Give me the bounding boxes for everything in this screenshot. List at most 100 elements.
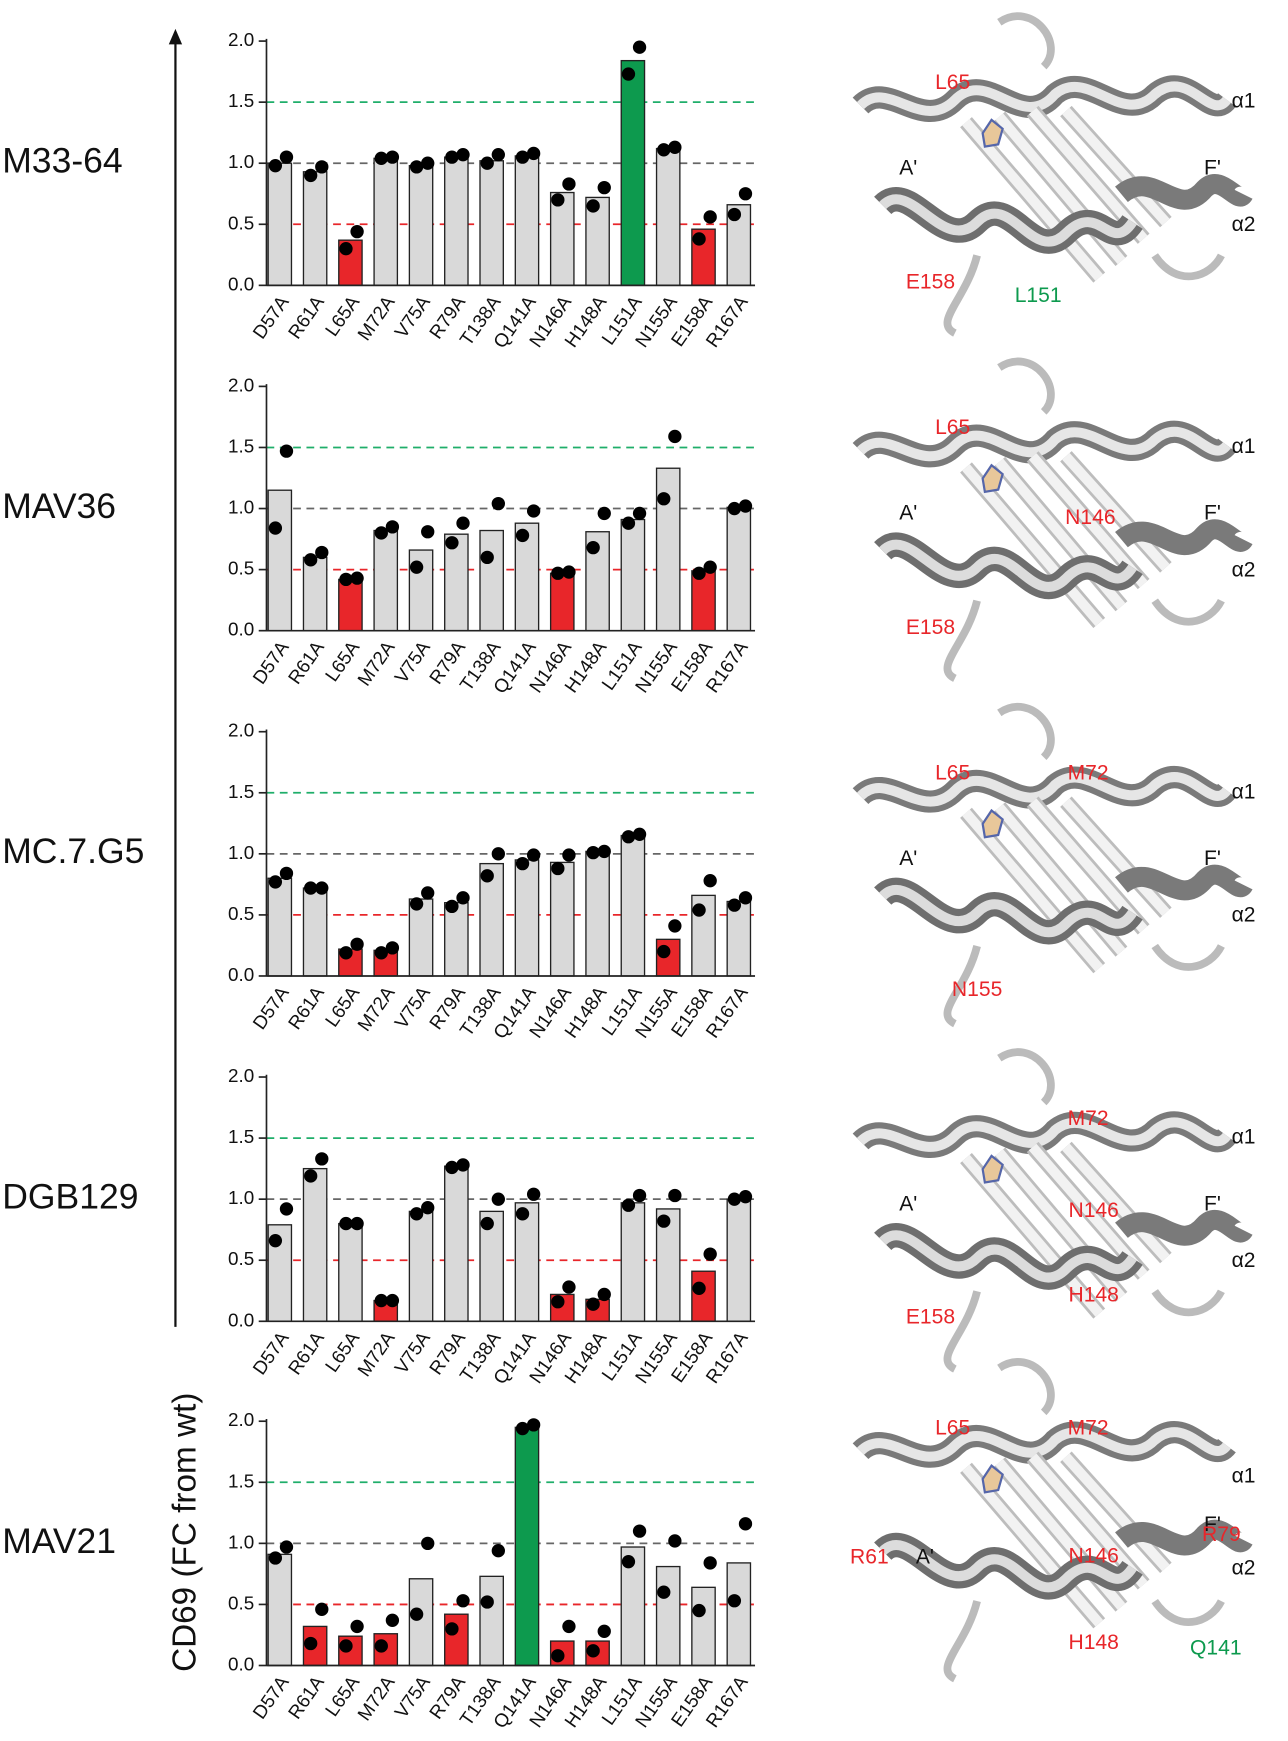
y-tick-label: 2.0 [228, 720, 254, 741]
replicate-dot [268, 1551, 283, 1565]
replicate-dot [491, 496, 505, 511]
bar [514, 1202, 540, 1322]
replicate-dot [586, 1297, 600, 1311]
replicate-dot [738, 499, 753, 513]
bar [444, 1613, 469, 1667]
replicate-dot [632, 827, 647, 841]
replicate-dot [385, 150, 400, 164]
replicate-dot [692, 566, 706, 580]
replicate-dot [421, 1201, 435, 1215]
bar [338, 1222, 363, 1322]
y-tick-label: 1.5 [228, 90, 254, 111]
replicate-dot [703, 1247, 717, 1261]
structure-label: M72 [1068, 761, 1109, 784]
replicate-dot [586, 199, 600, 213]
replicate-dot [703, 1556, 717, 1570]
x-tick-label: D57A [248, 982, 293, 1033]
y-tick-label: 1.0 [228, 1531, 254, 1552]
y-tick-label: 0.0 [228, 273, 254, 294]
replicate-dot [727, 898, 742, 912]
replicate-dot [480, 1595, 494, 1609]
structure-label: α1 [1232, 780, 1256, 803]
replicate-dot [315, 1602, 329, 1616]
bar [479, 160, 504, 287]
y-tick-label: 1.0 [228, 842, 254, 863]
structure-label: α2 [1232, 558, 1256, 581]
arrow-head [168, 28, 183, 45]
bar [444, 533, 469, 632]
replicate-dot [562, 565, 576, 579]
replicate-dot [657, 1585, 671, 1599]
replicate-dot [526, 1418, 541, 1432]
replicate-dot [304, 1169, 318, 1183]
replicate-dot [703, 874, 717, 888]
bar [373, 157, 399, 287]
bar [302, 171, 328, 287]
replicate-dot [597, 506, 611, 521]
bar [655, 1565, 681, 1667]
x-tick-label: V75A [390, 291, 434, 341]
structure-label: α1 [1232, 435, 1256, 458]
bar [620, 834, 646, 977]
replicate-dot [657, 944, 671, 959]
replicate-dot [339, 1216, 353, 1231]
structure-label: H148 [1068, 1283, 1118, 1306]
replicate-dot [350, 937, 364, 951]
structure-label: H148 [1068, 1631, 1118, 1654]
structure-label: α2 [1232, 213, 1256, 236]
panel-title: M33-64 [2, 141, 122, 181]
replicate-dot [374, 1293, 388, 1308]
replicate-dot [703, 210, 717, 224]
replicate-dot [515, 150, 530, 164]
y-tick-label: 0.0 [228, 1653, 254, 1674]
replicate-dot [657, 492, 671, 506]
structure-label: α1 [1232, 1464, 1256, 1487]
replicate-dot [551, 861, 565, 876]
replicate-dot [515, 1207, 530, 1221]
panel-title: DGB129 [2, 1177, 138, 1217]
replicate-dot [491, 1544, 505, 1558]
bar [655, 147, 681, 287]
replicate-dot [551, 193, 565, 207]
replicate-dot [304, 1636, 318, 1651]
replicate-dot [526, 1187, 541, 1201]
structure-label: F' [1204, 502, 1221, 525]
replicate-dot [703, 560, 717, 574]
replicate-dot [551, 1649, 565, 1663]
structure-label: F' [1204, 1192, 1221, 1215]
y-tick-label: 1.0 [228, 151, 254, 172]
replicate-dot [515, 528, 530, 543]
bar [444, 902, 469, 977]
replicate-dot [421, 1536, 435, 1551]
bar [549, 191, 575, 287]
replicate-dot [632, 1188, 647, 1203]
bar [726, 1198, 752, 1322]
x-tick-label: D57A [248, 1327, 293, 1378]
structure-label: L65 [935, 416, 970, 439]
replicate-dot [268, 1234, 283, 1248]
bar [655, 467, 681, 632]
replicate-dot [491, 847, 505, 861]
x-tick-label: M72A [353, 291, 399, 344]
replicate-dot [315, 160, 329, 174]
replicate-dot [692, 1603, 706, 1618]
plots: M33-64D57AR61AL65AM72AV75AR79AT138AQ141A… [2, 29, 756, 1732]
replicate-dot [304, 881, 318, 895]
replicate-dot [421, 525, 435, 539]
structure-label: A' [916, 1545, 934, 1568]
x-tick-label: R61A [284, 637, 329, 688]
structure-label: L65 [935, 1417, 970, 1440]
replicate-dot [727, 501, 742, 516]
y-tick-label: 0.5 [228, 558, 254, 579]
bar [549, 861, 575, 977]
y-axis-label: CD69 (FC from wt) [166, 1393, 203, 1672]
structure-label: M72 [1068, 1107, 1109, 1130]
structure-label: α1 [1232, 1126, 1256, 1149]
replicate-dot [385, 941, 400, 955]
replicate-dot [668, 919, 682, 933]
replicate-dot [421, 886, 435, 900]
bar-chart: DGB129D57AR61AL65AM72AV75AR79AT138AQ141A… [2, 1065, 756, 1388]
x-tick-label: V75A [390, 637, 434, 687]
replicate-dot [562, 1619, 576, 1634]
